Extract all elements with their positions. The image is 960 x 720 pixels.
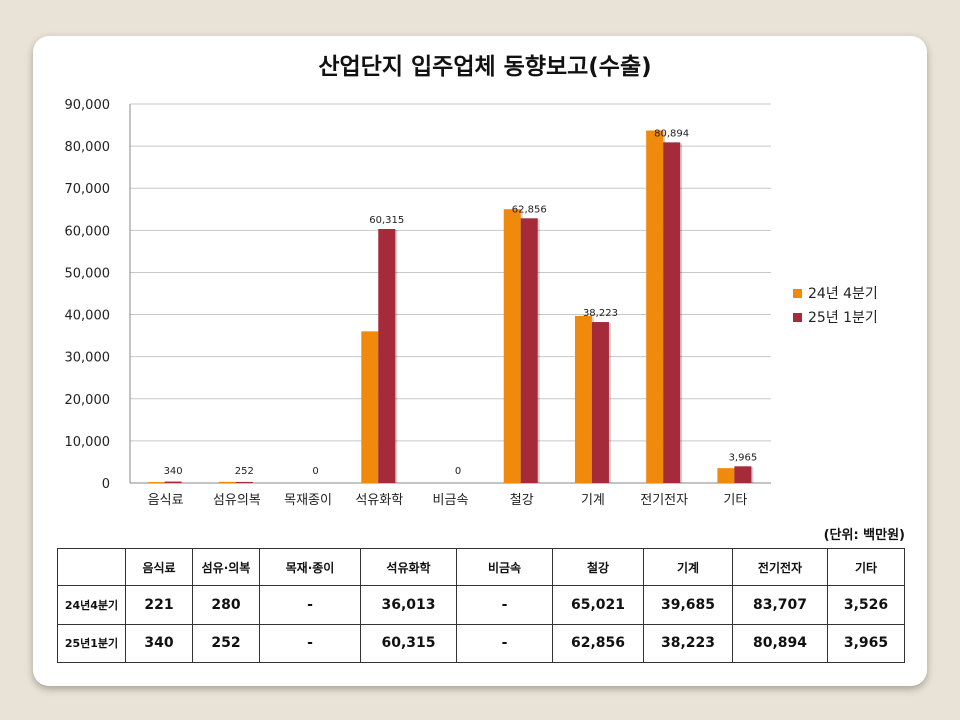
table-cell: 65,021 [552, 585, 644, 625]
bar-series2 [663, 142, 681, 483]
bar-series1 [717, 468, 735, 483]
x-tick-label: 목재종이 [284, 493, 332, 508]
x-tick-label: 비금속 [433, 493, 469, 508]
table-cell: 60,315 [360, 623, 457, 663]
table-cell: 38,223 [643, 623, 733, 663]
data-label: 38,223 [583, 308, 618, 319]
table-cell: 62,856 [552, 623, 644, 663]
x-tick-label: 전기전자 [640, 493, 688, 508]
bar-series1 [574, 315, 592, 483]
y-tick-label: 40,000 [65, 309, 111, 324]
y-tick-label: 20,000 [65, 393, 111, 408]
table-header-cell: 목재·종이 [259, 548, 361, 586]
bar-series1 [147, 482, 165, 483]
legend-label-series1: 24년 4분기 [808, 286, 878, 302]
legend-swatch-series1 [793, 288, 802, 298]
table-cell: 36,013 [360, 585, 457, 625]
data-label: 3,965 [729, 452, 758, 463]
bar-series1 [361, 331, 379, 483]
x-tick-label: 음식료 [148, 493, 184, 508]
table-cell: 80,894 [732, 623, 828, 663]
table-header-row: 음식료 섬유·의복 목재·종이 석유화학 비금속 철강 기계 전기전자 기타 [57, 548, 905, 586]
table-cell: - [456, 623, 553, 663]
table-cell: 39,685 [643, 585, 733, 625]
data-table: 음식료 섬유·의복 목재·종이 석유화학 비금속 철강 기계 전기전자 기타 2… [57, 548, 905, 663]
table-header-cell: 석유화학 [360, 548, 457, 586]
table-row-label: 24년4분기 [57, 585, 126, 625]
table-cell: 252 [192, 623, 260, 663]
table-cell: 221 [125, 585, 193, 625]
y-tick-label: 60,000 [65, 224, 111, 239]
table-header-cell: 철강 [552, 548, 644, 586]
bar-series2 [378, 229, 396, 483]
bar-series2 [235, 481, 253, 483]
table-row: 24년4분기 221 280 - 36,013 - 65,021 39,685 … [57, 585, 905, 625]
legend-swatch-series2 [793, 312, 802, 322]
table-cell: - [259, 585, 361, 625]
bar-series2 [520, 218, 538, 483]
y-tick-label: 90,000 [65, 98, 111, 113]
table-header-cell: 음식료 [125, 548, 193, 586]
bar-series1 [218, 481, 236, 483]
table-cell: - [259, 623, 361, 663]
table-header-cell: 기계 [643, 548, 733, 586]
table-header-cell: 섬유·의복 [192, 548, 260, 586]
table-cell: 340 [125, 623, 193, 663]
y-tick-label: 70,000 [65, 182, 111, 197]
table-header-cell [57, 548, 126, 586]
y-tick-label: 80,000 [65, 140, 111, 155]
y-tick-label: 10,000 [65, 435, 111, 450]
y-tick-label: 50,000 [65, 266, 111, 281]
chart-legend: 24년 4분기 25년 1분기 [793, 281, 878, 329]
bar-series1 [646, 130, 664, 483]
data-label: 80,894 [654, 128, 689, 139]
table-row-label: 25년1분기 [57, 623, 126, 663]
table-cell: 3,526 [827, 585, 905, 625]
data-label: 252 [235, 466, 254, 477]
x-tick-label: 석유화학 [355, 493, 403, 508]
data-label: 0 [455, 466, 461, 477]
table-header-cell: 기타 [827, 548, 905, 586]
table-row: 25년1분기 340 252 - 60,315 - 62,856 38,223 … [57, 623, 905, 663]
bar-series1 [503, 209, 521, 484]
table-header-cell: 전기전자 [732, 548, 828, 586]
data-label: 0 [312, 466, 318, 477]
bar-series2 [591, 322, 609, 483]
table-header-cell: 비금속 [456, 548, 553, 586]
x-tick-label: 섬유의복 [213, 493, 261, 508]
x-tick-label: 철강 [510, 493, 534, 508]
x-tick-label: 기타 [723, 493, 747, 508]
x-tick-label: 기계 [581, 493, 605, 508]
chart-title: 산업단지 입주업체 동향보고(수출) [318, 54, 652, 80]
y-tick-label: 0 [102, 477, 110, 492]
table-cell: 3,965 [827, 623, 905, 663]
table-cell: 83,707 [732, 585, 828, 625]
bar-series2 [164, 481, 182, 483]
table-cell: - [456, 585, 553, 625]
legend-item-series1: 24년 4분기 [793, 281, 878, 305]
bar-series2 [734, 466, 752, 483]
data-label: 62,856 [512, 204, 547, 215]
data-label: 340 [164, 466, 183, 477]
table-cell: 280 [192, 585, 260, 625]
unit-note: (단위: 백만원) [823, 528, 905, 543]
legend-label-series2: 25년 1분기 [808, 310, 878, 326]
y-tick-label: 30,000 [65, 351, 111, 366]
data-label: 60,315 [369, 215, 404, 226]
legend-item-series2: 25년 1분기 [793, 305, 878, 329]
